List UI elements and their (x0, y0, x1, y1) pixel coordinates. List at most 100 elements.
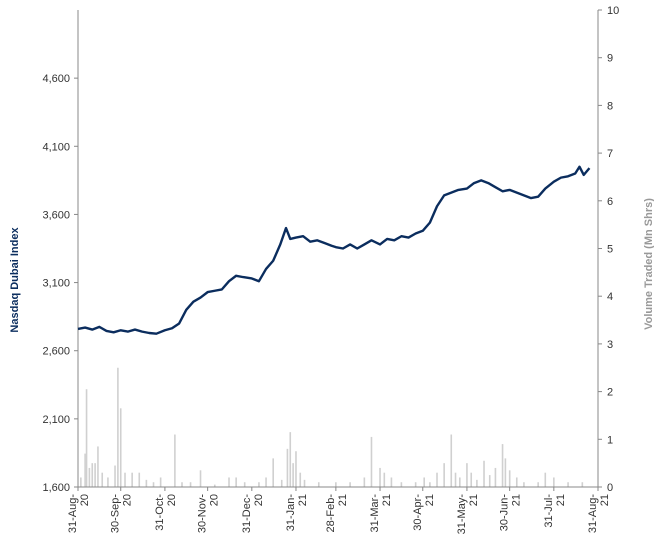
volume-bar (414, 482, 417, 487)
volume-bar (286, 448, 289, 487)
x-tick-label: 31-Jan-21 (285, 494, 309, 532)
volume-bar (292, 463, 294, 487)
left-tick-label: 4,600 (42, 73, 70, 85)
left-axis-ticks: 1,600 2,100 2,600 3,100 3,600 4,100 4,600 (42, 73, 78, 494)
right-tick-label: 10 (607, 5, 619, 17)
volume-bar (272, 458, 274, 487)
volume-bar (317, 482, 320, 487)
right-tick-label: 3 (607, 339, 613, 351)
volume-bar (390, 477, 393, 487)
volume-bar (483, 460, 485, 487)
volume-bar (504, 458, 507, 487)
volume-bar (159, 477, 162, 487)
volume-bar (280, 479, 283, 487)
volume-bar (383, 472, 386, 487)
volume-bar (349, 482, 351, 487)
index-line-series (77, 165, 591, 335)
x-tick-label: 31-May-21 (456, 494, 480, 535)
volume-bar (117, 367, 119, 487)
right-axis-title: Volume Traded (Mn Shrs) (643, 198, 654, 330)
right-tick-label: 9 (607, 53, 613, 65)
right-tick-label: 6 (607, 196, 613, 208)
left-tick-label: 1,600 (42, 482, 70, 494)
left-tick-label: 3,100 (42, 278, 70, 290)
x-tick-label: 31-Aug-20 (67, 494, 91, 533)
volume-bar (299, 472, 302, 487)
x-tick-label: 31-Jul-21 (543, 494, 567, 528)
volume-bar (101, 472, 104, 487)
volume-bar (335, 482, 337, 487)
volume-bar (189, 482, 192, 487)
volume-bar (289, 432, 292, 487)
volume-bar (553, 477, 555, 487)
volume-bar (567, 482, 569, 487)
volume-bar (258, 482, 260, 487)
volume-bar (174, 434, 176, 487)
volume-bar (436, 472, 438, 487)
right-tick-label: 2 (607, 387, 613, 399)
volume-bar (228, 477, 230, 487)
volume-bar (581, 482, 584, 487)
right-tick-label: 8 (607, 100, 613, 112)
right-tick-label: 0 (607, 482, 613, 494)
x-axis-ticks: 31-Aug-20 30-Sep-20 31-Oct-20 30-Nov-20 31-D… (67, 487, 611, 534)
volume-bar (363, 477, 366, 487)
volume-bar (544, 472, 547, 487)
volume-bar (152, 482, 155, 487)
volume-bar (423, 477, 425, 487)
volume-bar (265, 477, 267, 487)
volume-bar (235, 477, 237, 487)
volume-bar (454, 472, 457, 487)
volume-bar (181, 482, 183, 487)
volume-bar (443, 463, 445, 487)
x-tick-label: 31-Oct-20 (154, 494, 178, 531)
volume-bar (213, 484, 216, 487)
volume-bar (523, 482, 525, 487)
x-tick-label: 31-Mar-21 (369, 494, 393, 533)
x-tick-label: 30-Nov-20 (197, 494, 221, 533)
volume-bar (85, 389, 88, 487)
volume-bar (88, 467, 91, 487)
x-tick-label: 30-Apr-21 (412, 494, 436, 531)
volume-bar (80, 477, 82, 487)
volume-bar (494, 467, 497, 487)
volume-bar (537, 482, 539, 487)
right-tick-label: 5 (607, 244, 613, 256)
volume-bar (508, 470, 511, 487)
left-tick-label: 4,100 (42, 141, 70, 153)
x-tick-label: 28-Feb-21 (325, 494, 349, 533)
volume-bar (466, 463, 468, 487)
volume-bar (114, 465, 116, 487)
volume-bar (488, 475, 491, 487)
left-tick-label: 2,600 (42, 346, 70, 358)
volume-bar (379, 467, 381, 487)
volume-bar (131, 472, 133, 487)
x-tick-label: 30-Sep-20 (110, 494, 134, 533)
volume-bar (145, 479, 148, 487)
volume-bar (138, 472, 141, 487)
volume-bar (107, 477, 109, 487)
volume-bar (370, 436, 373, 487)
volume-bar-series (80, 367, 584, 487)
volume-bar (124, 472, 126, 487)
x-tick-label: 31-Dec-20 (241, 494, 265, 533)
volume-bar (429, 482, 431, 487)
volume-bar (459, 477, 461, 487)
x-tick-label: 30-Jun-21 (499, 494, 523, 532)
right-axis-ticks: 0 1 2 3 4 5 6 7 8 9 10 (598, 5, 619, 494)
x-tick-label: 31-Aug-21 (587, 494, 611, 533)
volume-bar (476, 479, 478, 487)
volume-bar (515, 477, 518, 487)
volume-bar (91, 463, 94, 487)
volume-bar (199, 470, 202, 487)
volume-bar (94, 463, 96, 487)
volume-bar (243, 482, 246, 487)
volume-bar (84, 453, 86, 487)
left-axis-title: Nasdaq Dubai Index (9, 227, 21, 333)
right-tick-label: 7 (607, 148, 613, 160)
right-tick-label: 1 (607, 434, 613, 446)
volume-bar (295, 451, 297, 487)
volume-bar (303, 479, 306, 487)
volume-bar (450, 434, 453, 487)
